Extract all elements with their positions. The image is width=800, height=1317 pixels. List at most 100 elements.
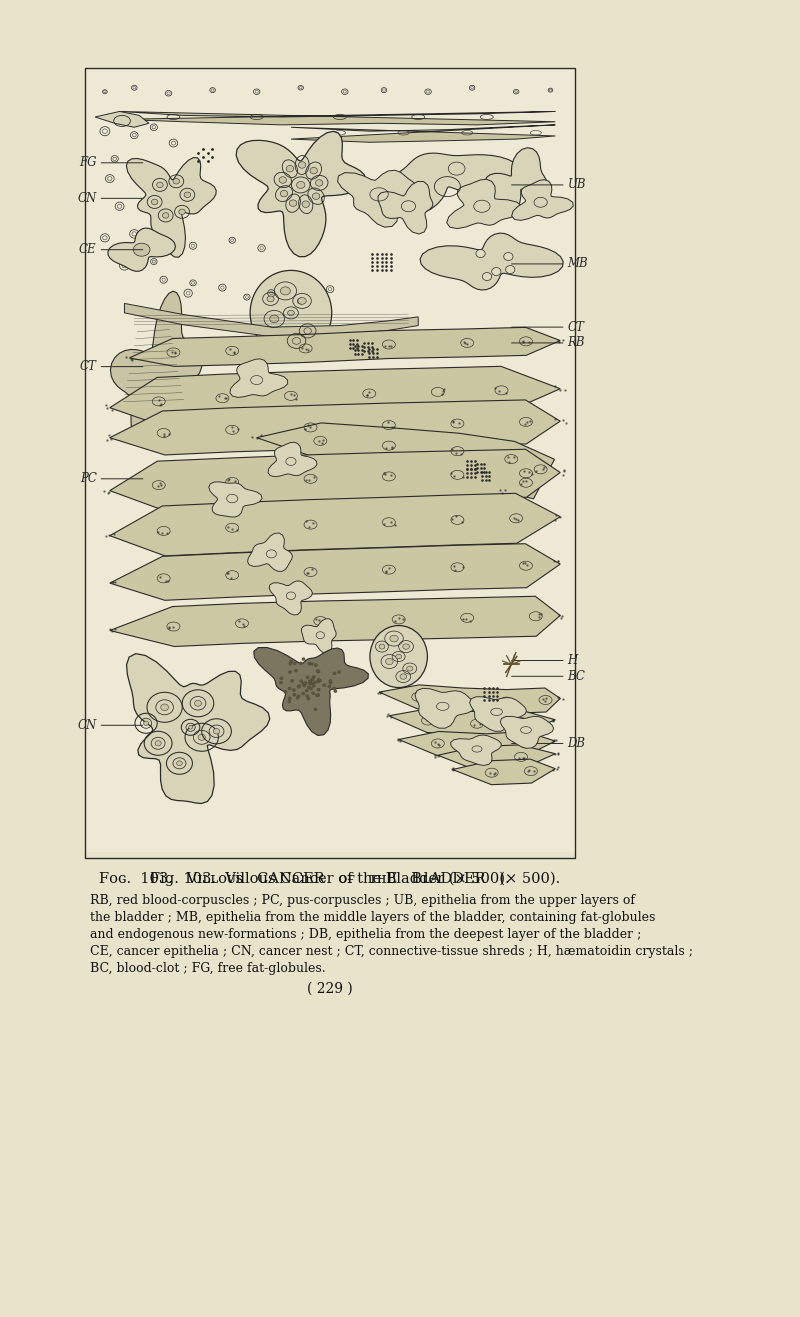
Ellipse shape	[280, 287, 290, 295]
Polygon shape	[119, 112, 555, 125]
Ellipse shape	[161, 705, 169, 711]
Ellipse shape	[312, 685, 315, 687]
Ellipse shape	[173, 179, 179, 184]
Ellipse shape	[297, 685, 300, 689]
Ellipse shape	[322, 684, 326, 686]
Ellipse shape	[297, 695, 300, 698]
Ellipse shape	[309, 680, 312, 682]
Polygon shape	[500, 716, 554, 748]
Text: CT: CT	[80, 360, 97, 373]
Ellipse shape	[307, 697, 310, 701]
Ellipse shape	[315, 694, 318, 697]
Text: FG: FG	[79, 157, 97, 170]
Polygon shape	[446, 179, 522, 229]
Ellipse shape	[406, 666, 413, 672]
Polygon shape	[302, 619, 336, 653]
Polygon shape	[247, 533, 293, 572]
Polygon shape	[254, 648, 368, 735]
Polygon shape	[230, 358, 288, 398]
Ellipse shape	[390, 635, 398, 641]
Ellipse shape	[305, 689, 308, 691]
Ellipse shape	[194, 701, 202, 706]
Ellipse shape	[178, 209, 186, 215]
Polygon shape	[338, 170, 419, 227]
Polygon shape	[470, 697, 526, 731]
Ellipse shape	[317, 680, 320, 684]
Ellipse shape	[297, 182, 305, 188]
Polygon shape	[236, 132, 366, 257]
Ellipse shape	[317, 670, 320, 673]
Polygon shape	[438, 745, 555, 770]
Ellipse shape	[294, 662, 297, 665]
Ellipse shape	[304, 328, 311, 335]
Ellipse shape	[302, 657, 305, 661]
Ellipse shape	[289, 662, 292, 665]
Ellipse shape	[400, 674, 406, 680]
Polygon shape	[450, 735, 501, 765]
Ellipse shape	[311, 682, 314, 685]
Polygon shape	[126, 158, 216, 257]
Polygon shape	[486, 148, 547, 217]
Ellipse shape	[306, 694, 309, 698]
Ellipse shape	[292, 689, 295, 691]
Ellipse shape	[298, 685, 301, 687]
Ellipse shape	[318, 680, 322, 682]
Ellipse shape	[379, 644, 385, 649]
Text: CN: CN	[78, 192, 97, 205]
Ellipse shape	[279, 681, 282, 684]
Ellipse shape	[290, 200, 297, 207]
Ellipse shape	[279, 176, 286, 183]
Ellipse shape	[309, 682, 312, 685]
Polygon shape	[126, 653, 270, 803]
Polygon shape	[110, 494, 560, 556]
Ellipse shape	[189, 726, 193, 730]
Ellipse shape	[302, 202, 310, 207]
Polygon shape	[110, 597, 560, 647]
Ellipse shape	[402, 644, 410, 649]
Ellipse shape	[315, 179, 323, 186]
Ellipse shape	[314, 707, 317, 711]
Ellipse shape	[290, 660, 293, 662]
Polygon shape	[257, 423, 554, 499]
Ellipse shape	[317, 678, 320, 681]
Text: MB: MB	[567, 257, 588, 270]
Ellipse shape	[298, 298, 306, 304]
Text: CE: CE	[79, 244, 97, 257]
Ellipse shape	[304, 682, 307, 685]
Polygon shape	[291, 125, 555, 142]
Ellipse shape	[290, 680, 294, 682]
Ellipse shape	[284, 690, 287, 693]
Text: RB, red blood-corpuscles ; PC, pus-corpuscles ; UB, epithelia from the upper lay: RB, red blood-corpuscles ; PC, pus-corpu…	[90, 894, 693, 975]
Ellipse shape	[310, 687, 313, 690]
Polygon shape	[110, 291, 202, 441]
Polygon shape	[209, 482, 262, 518]
Text: ( 229 ): ( 229 )	[307, 982, 353, 996]
Ellipse shape	[300, 680, 303, 682]
Polygon shape	[110, 449, 560, 510]
Polygon shape	[379, 685, 560, 714]
Ellipse shape	[302, 684, 306, 687]
Ellipse shape	[317, 694, 320, 697]
Ellipse shape	[292, 337, 301, 344]
Ellipse shape	[308, 680, 312, 684]
Ellipse shape	[288, 670, 291, 673]
Polygon shape	[398, 731, 555, 757]
Bar	[86, 68, 575, 857]
Ellipse shape	[157, 182, 163, 187]
Ellipse shape	[299, 662, 302, 665]
Text: PC: PC	[80, 473, 97, 485]
Polygon shape	[268, 443, 317, 477]
Polygon shape	[110, 366, 560, 425]
Ellipse shape	[267, 296, 274, 302]
Polygon shape	[377, 153, 523, 217]
Ellipse shape	[286, 166, 294, 173]
Polygon shape	[378, 182, 433, 234]
Text: BC: BC	[567, 670, 586, 682]
Ellipse shape	[334, 690, 337, 693]
Ellipse shape	[294, 669, 298, 672]
Ellipse shape	[288, 311, 294, 316]
Polygon shape	[415, 689, 475, 728]
Ellipse shape	[270, 315, 279, 323]
Ellipse shape	[370, 626, 427, 687]
Ellipse shape	[312, 676, 315, 678]
